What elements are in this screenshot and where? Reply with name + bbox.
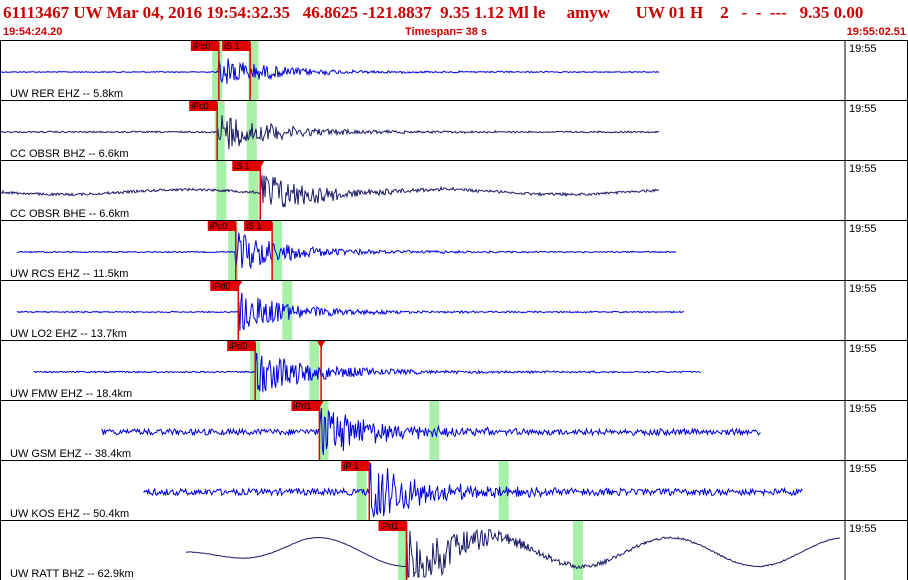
phase-pick-label: iPd0 — [212, 281, 230, 291]
phase-pick-label: iPd0 — [229, 341, 247, 351]
travel-time-window — [272, 221, 283, 280]
phase-pick-label: iS 1 — [246, 221, 262, 231]
phase-pick-label: iPc0 — [191, 101, 209, 111]
travel-time-window — [282, 281, 293, 340]
travel-time-window — [214, 101, 225, 160]
station-label: UW RATT BHZ -- 62.9km — [10, 568, 134, 580]
time-tick-label: 19:55 — [849, 103, 877, 115]
panel-frame — [0, 40, 908, 101]
travel-time-window — [398, 521, 409, 580]
phase-pick-label: iPc0 — [193, 41, 211, 51]
station-label: UW RER EHZ -- 5.8km — [10, 88, 123, 100]
event-summary-line: 61113467 UW Mar 04, 2016 19:54:32.35 46.… — [3, 3, 864, 22]
phase-pick-label: iP 1 — [343, 461, 358, 471]
waveform-trace — [33, 352, 701, 393]
phase-pick-label: iPd1 — [380, 521, 398, 531]
panel-frame — [0, 520, 908, 580]
phase-pick-flag — [190, 41, 219, 51]
station-label: CC OBSR BHZ -- 6.6km — [10, 148, 129, 160]
waveform-trace — [0, 115, 660, 150]
phase-pick-flag — [341, 461, 370, 471]
end-time: 19:55:02.51 — [846, 26, 906, 38]
travel-time-window — [212, 41, 223, 100]
time-tick-label: 19:55 — [849, 223, 877, 235]
waveform-trace — [0, 175, 660, 208]
travel-time-window — [248, 161, 259, 220]
waveform-trace — [0, 58, 660, 84]
phase-pick-flag — [222, 41, 251, 51]
waveform-trace — [185, 528, 841, 578]
time-tick-label: 19:55 — [849, 343, 877, 355]
station-label: UW LO2 EHZ -- 13.7km — [10, 328, 127, 340]
time-tick-label: 19:55 — [849, 463, 877, 475]
phase-pick-label: iS 1 — [224, 41, 240, 51]
station-label: UW GSM EHZ -- 38.4km — [10, 448, 131, 460]
phase-pick-flag — [207, 221, 236, 231]
panel-frame — [0, 340, 908, 401]
time-tick-label: 19:55 — [849, 523, 877, 535]
phase-pick-label: iPd1 — [293, 401, 311, 411]
waveform-trace — [143, 462, 803, 518]
station-label: UW KOS EHZ -- 50.4km — [10, 508, 129, 520]
panel-frame — [0, 100, 908, 161]
event-header: 61113467 UW Mar 04, 2016 19:54:32.35 46.… — [0, 0, 908, 40]
waveform-trace — [16, 232, 677, 270]
phase-pick-flag — [232, 161, 261, 171]
phase-pick-flag — [189, 101, 218, 111]
phase-pick-flag — [291, 401, 320, 411]
phase-pick-flag — [227, 341, 256, 351]
timespan-label: Timespan= 38 s — [405, 26, 488, 38]
phase-pick-label: iS 1 — [234, 161, 250, 171]
station-label: CC OBSR BHE -- 6.6km — [10, 208, 129, 220]
station-label: UW RCS EHZ -- 11.5km — [10, 268, 128, 280]
waveform-trace — [16, 292, 685, 331]
time-tick-label: 19:55 — [849, 163, 877, 175]
time-tick-label: 19:55 — [849, 403, 877, 415]
pick-marker-triangle — [317, 341, 326, 348]
pick-marker-triangle — [256, 161, 265, 168]
time-tick-label: 19:55 — [849, 43, 877, 55]
start-time: 19:54:24.20 — [3, 26, 63, 38]
phase-pick-flag — [378, 521, 407, 531]
waveform-trace — [101, 408, 761, 455]
panel-frame — [0, 220, 908, 281]
phase-pick-flag — [210, 281, 239, 291]
travel-time-window — [572, 521, 583, 580]
phase-pick-label: iPc0 — [210, 221, 228, 231]
station-label: UW FMW EHZ -- 18.4km — [10, 388, 132, 400]
pick-marker-triangle — [234, 281, 243, 288]
travel-time-window — [228, 221, 239, 280]
phase-pick-flag — [244, 221, 273, 231]
time-tick-label: 19:55 — [849, 283, 877, 295]
pick-marker-triangle — [315, 401, 324, 408]
panel-frame — [0, 280, 908, 341]
